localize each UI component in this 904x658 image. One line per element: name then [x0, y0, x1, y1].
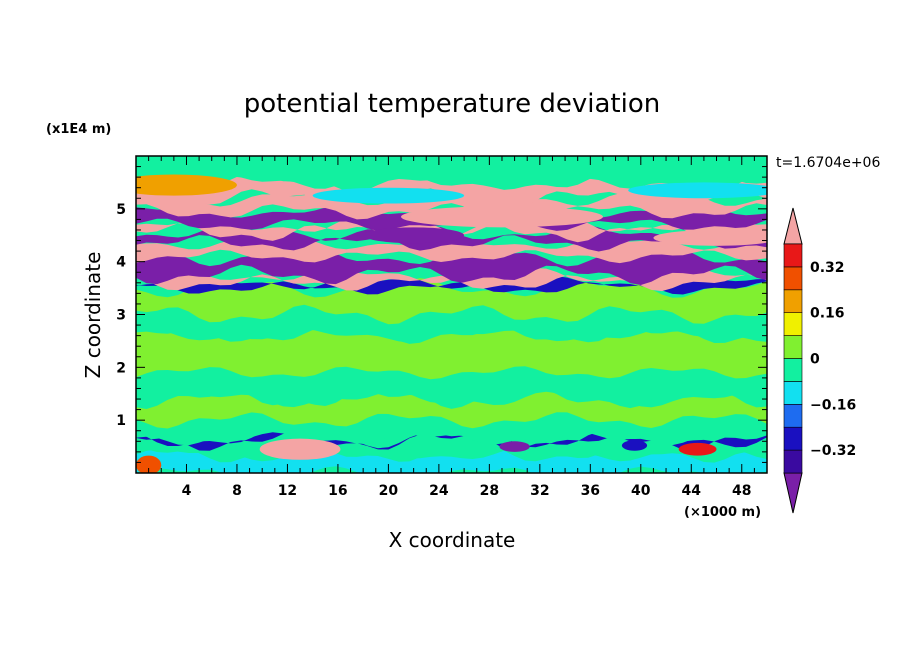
- contour-blob: [401, 206, 603, 228]
- x-tick-label: 40: [631, 483, 651, 499]
- contour-blob: [136, 174, 237, 196]
- colorbar-swatch: [783, 335, 803, 359]
- x-tick-label: 20: [379, 483, 399, 499]
- x-tick-label: 24: [429, 483, 449, 499]
- colorbar-tick-label: −0.32: [810, 443, 856, 459]
- colorbar-extend-top: [783, 207, 803, 245]
- contour-band: [136, 413, 767, 446]
- y-tick-label: 1: [116, 413, 126, 429]
- contour-band: [136, 328, 767, 380]
- x-tick-label: 4: [182, 483, 192, 499]
- y-tick-label: 3: [116, 308, 126, 324]
- colorbar-swatch: [783, 289, 803, 313]
- contour-blob: [621, 440, 648, 451]
- contour-band: [136, 276, 767, 295]
- x-tick-label: 44: [682, 483, 702, 499]
- contour-band: [136, 306, 767, 344]
- x-tick-label: 28: [480, 483, 499, 499]
- colorbar-swatch: [783, 266, 803, 291]
- colorbar-tick-label: 0.32: [810, 260, 845, 276]
- y-tick-label: 2: [116, 360, 126, 376]
- x-tick-label: 32: [530, 483, 549, 499]
- x-axis-label: X coordinate: [389, 528, 516, 552]
- contour-band: [136, 448, 767, 473]
- colorbar-tick-label: 0: [810, 352, 820, 368]
- contour-fills: [136, 156, 767, 473]
- colorbar-tick-label: −0.16: [810, 397, 856, 413]
- y-tick-label: 4: [116, 255, 126, 271]
- contour-blob: [259, 438, 341, 460]
- contour-blob: [499, 441, 530, 452]
- contour-blob: [628, 182, 767, 199]
- x-tick-label: 16: [328, 483, 347, 499]
- colorbar: −0.32 −0.16 0 0.16 0.32: [783, 207, 856, 514]
- colorbar-tick-label: 0.16: [810, 306, 845, 322]
- contour-blob: [312, 187, 465, 204]
- contour-blob: [136, 455, 162, 473]
- x-tick-label: 36: [581, 483, 600, 499]
- x-axis-unit: (×1000 m): [684, 505, 761, 520]
- colorbar-swatch: [783, 358, 803, 382]
- colorbar-swatch: [783, 312, 803, 336]
- y-axis-unit: (x1E4 m): [46, 122, 111, 137]
- contour-band: [136, 156, 767, 189]
- contour-band: [136, 190, 767, 220]
- contour-band: [136, 278, 767, 325]
- contour-blob: [678, 442, 717, 456]
- plot-area: [136, 156, 767, 473]
- time-label: t=1.6704e+06: [776, 155, 880, 171]
- colorbar-swatch: [783, 243, 803, 268]
- colorbar-swatch: [783, 426, 803, 451]
- x-tick-label: 12: [278, 483, 297, 499]
- colorbar-swatch: [783, 381, 803, 405]
- contour-band: [136, 362, 767, 409]
- contour-blob: [363, 227, 465, 244]
- y-axis-label: Z coordinate: [81, 252, 105, 379]
- x-tick-label: 8: [232, 483, 242, 499]
- x-tick-label: 48: [732, 483, 751, 499]
- colorbar-extend-bottom: [783, 472, 803, 514]
- colorbar-swatch: [783, 403, 803, 428]
- y-tick-label: 5: [116, 202, 126, 218]
- chart-title: potential temperature deviation: [244, 89, 660, 119]
- contour-blob: [653, 229, 767, 246]
- colorbar-swatch: [783, 449, 803, 474]
